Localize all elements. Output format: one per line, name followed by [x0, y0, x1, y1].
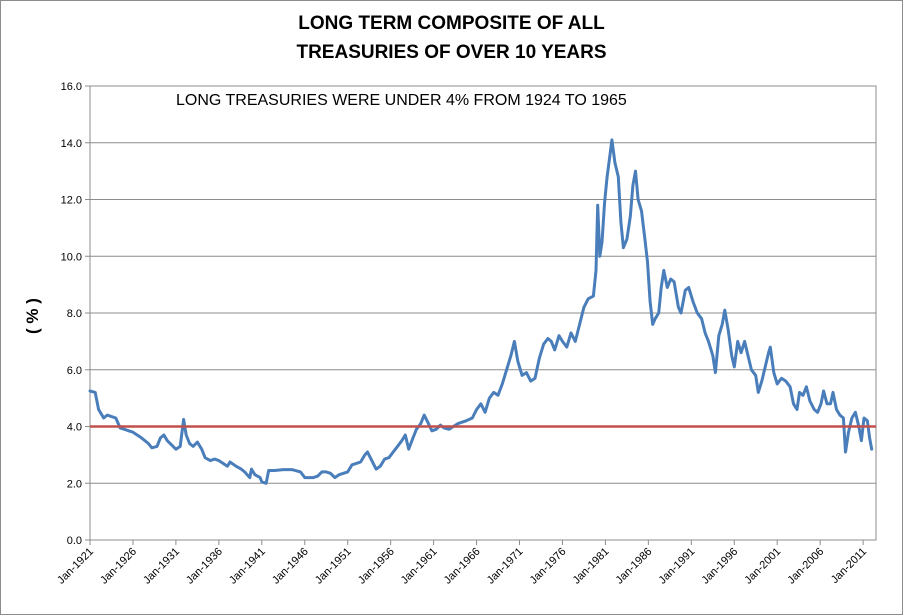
- chart-annotation: LONG TREASURIES WERE UNDER 4% FROM 1924 …: [176, 92, 627, 109]
- x-tick-label: Jan-2001: [742, 546, 783, 587]
- x-tick-label: Jan-1996: [699, 546, 740, 587]
- chart-title-line2: TREASURIES OF OVER 10 YEARS: [296, 42, 607, 63]
- y-tick-label: 8.0: [67, 308, 82, 320]
- x-tick-label: Jan-1936: [184, 546, 225, 587]
- x-tick-label: Jan-1956: [356, 546, 397, 587]
- x-tick-label: Jan-1946: [270, 546, 311, 587]
- x-tick-label: Jan-1961: [399, 546, 440, 587]
- y-tick-label: 0.0: [67, 535, 82, 547]
- x-tick-label: Jan-1941: [227, 546, 268, 587]
- y-tick-label: 12.0: [61, 195, 82, 207]
- treasury-yield-line: [88, 138, 874, 485]
- x-tick-label: Jan-1951: [313, 546, 354, 587]
- y-tick-label: 16.0: [61, 81, 82, 93]
- x-tick-label: Jan-1921: [55, 546, 96, 587]
- y-tick-label: 6.0: [67, 365, 82, 377]
- x-tick-label: Jan-1976: [528, 546, 569, 587]
- x-tick-label: Jan-1991: [657, 546, 698, 587]
- y-tick-label: 14.0: [61, 138, 82, 150]
- y-tick-label: 4.0: [67, 422, 82, 434]
- chart-title-line1: LONG TERM COMPOSITE OF ALL: [298, 13, 605, 34]
- y-tick-label: 10.0: [61, 251, 82, 263]
- x-tick-label: Jan-1981: [571, 546, 612, 587]
- x-tick-label: Jan-1966: [442, 546, 483, 587]
- x-tick-label: Jan-2011: [829, 546, 869, 586]
- x-tick-label: Jan-2006: [785, 546, 826, 587]
- x-tick-label: Jan-1926: [98, 546, 139, 587]
- x-tick-label: Jan-1931: [141, 546, 182, 587]
- y-tick-label: 2.0: [67, 478, 82, 490]
- x-tick-label: Jan-1971: [485, 546, 526, 587]
- x-tick-label: Jan-1986: [614, 546, 655, 587]
